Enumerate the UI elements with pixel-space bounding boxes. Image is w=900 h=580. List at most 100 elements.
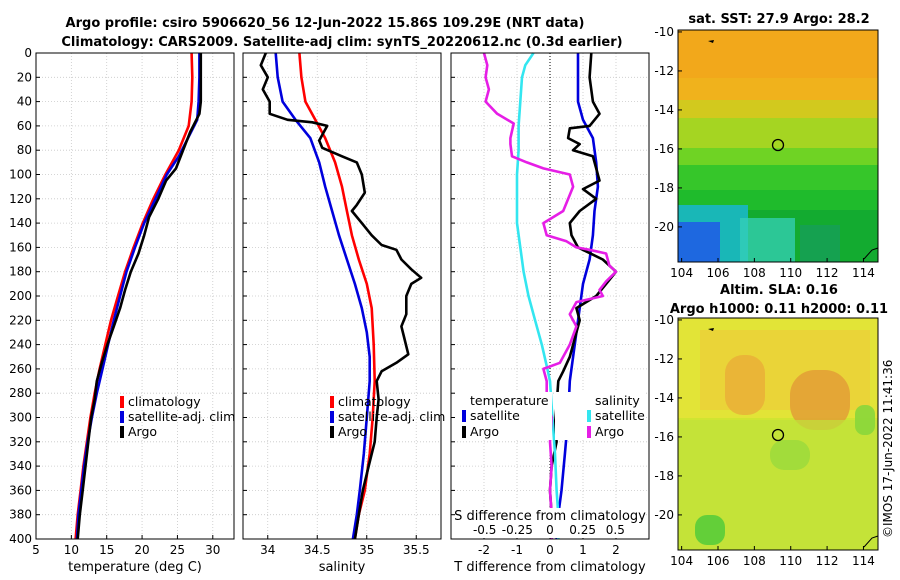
salinity-xlabel: salinity <box>319 560 366 575</box>
legend-satellite: satellite-adj. clim <box>128 409 235 424</box>
figure-title-line1: Argo profile: csiro 5906620_56 12-Jun-20… <box>66 16 585 31</box>
map-x-tick-label: 112 <box>816 554 839 568</box>
legend-satellite: satellite-adj. clim <box>338 409 445 424</box>
legend-background <box>456 392 552 440</box>
y-tick-label: 140 <box>9 216 32 230</box>
y-tick-label: 60 <box>17 119 32 133</box>
map-x-tick-label: 114 <box>852 266 875 280</box>
temperature-panel: 5 10 15 20 25 3002040608010012014016018020022… <box>9 46 235 575</box>
map-y-tick-label: -10 <box>654 313 674 327</box>
x-tick-label: 35 <box>359 543 374 557</box>
map-y-tick-label: -16 <box>654 430 674 444</box>
series-line-satellite-adj-clim <box>274 52 372 540</box>
y-tick-label: 240 <box>9 338 32 352</box>
legend-argo-swatch <box>330 426 334 438</box>
y-tick-label: 320 <box>9 435 32 449</box>
legend-s-argo-swatch <box>587 426 591 438</box>
x-tick-label: 5 <box>32 543 40 557</box>
x-tick-label: 10 <box>64 543 79 557</box>
map-x-tick-label: 106 <box>707 266 730 280</box>
x-tick-label: 34 <box>260 543 275 557</box>
map-x-tick-label: 104 <box>670 266 693 280</box>
y-tick-label: 380 <box>9 508 32 522</box>
sst-map: sat. SST: 27.9 Argo: 28.2 104 106 108 110 11… <box>654 12 879 280</box>
x-tick-label: 34.5 <box>304 543 331 557</box>
s-diff-tick-label: -0.5 <box>473 523 496 537</box>
map-x-tick-label: 110 <box>779 266 802 280</box>
map-y-tick-label: -18 <box>654 181 674 195</box>
x-tick-label: -1 <box>511 543 523 557</box>
sla-map-title-2: Argo h1000: 0.11 h2000: 0.11 <box>670 302 888 317</box>
legend-t-argo-swatch <box>462 426 466 438</box>
legend-satellite-swatch <box>330 411 334 423</box>
sla-map-title-1: Altim. SLA: 0.16 <box>720 283 838 298</box>
y-tick-label: 280 <box>9 386 32 400</box>
s-diff-tick-label: -0.25 <box>502 523 533 537</box>
legend-s-satellite-swatch <box>587 410 591 422</box>
y-tick-label: 0 <box>24 46 32 60</box>
argo-position-marker <box>771 428 785 442</box>
series-line-argo <box>76 53 203 540</box>
y-tick-label: 200 <box>9 289 32 303</box>
y-tick-label: 120 <box>9 192 32 206</box>
s-diff-tick-label: 0 <box>546 523 554 537</box>
y-tick-label: 40 <box>17 95 32 109</box>
imos-timestamp: ©IMOS 17-Jun-2022 11:41:36 <box>881 360 895 538</box>
legend-climatology-swatch <box>120 396 124 408</box>
figure-title-line2: Climatology: CARS2009. Satellite-adj cli… <box>61 35 622 50</box>
island-marker <box>708 328 714 331</box>
map-y-tick-label: -14 <box>654 103 674 117</box>
legend-argo-swatch <box>120 426 124 438</box>
map-y-tick-label: -10 <box>654 25 674 39</box>
y-tick-label: 300 <box>9 411 32 425</box>
map-x-tick-label: 108 <box>743 266 766 280</box>
map-x-tick-label: 106 <box>707 554 730 568</box>
x-tick-label: 1 <box>579 543 587 557</box>
y-tick-label: 220 <box>9 313 32 327</box>
series-line-temperature-satellite <box>555 53 600 540</box>
legend-salinity-title: salinity <box>595 393 640 408</box>
x-tick-label: 2 <box>612 543 620 557</box>
x-tick-label: 35.5 <box>403 543 430 557</box>
y-tick-label: 20 <box>17 70 32 84</box>
map-x-tick-label: 112 <box>816 266 839 280</box>
map-y-tick-label: -18 <box>654 469 674 483</box>
argo-position-marker <box>771 138 785 152</box>
series-line-salinity-argo <box>482 52 618 539</box>
map-y-tick-label: -20 <box>654 220 674 234</box>
x-tick-label: -2 <box>478 543 490 557</box>
map-x-tick-label: 104 <box>670 554 693 568</box>
sst-map-title: sat. SST: 27.9 Argo: 28.2 <box>688 12 869 27</box>
sla-map: Altim. SLA: 0.16 Argo h1000: 0.11 h2000:… <box>654 283 888 568</box>
y-tick-label: 340 <box>9 459 32 473</box>
y-tick-label: 360 <box>9 483 32 497</box>
temperature-xlabel: temperature (deg C) <box>68 560 202 575</box>
map-x-tick-label: 110 <box>779 554 802 568</box>
s-diff-tick-label: 0.5 <box>606 523 625 537</box>
s-diff-tick-label: 0.25 <box>569 523 596 537</box>
legend-argo: Argo <box>338 424 367 439</box>
t-difference-xlabel: T difference from climatology <box>453 560 646 575</box>
s-diff-axis-background <box>455 508 645 538</box>
legend-argo: Argo <box>128 424 157 439</box>
y-tick-label: 260 <box>9 362 32 376</box>
salinity-legend: climatology satellite-adj. clim Argo <box>330 394 445 439</box>
x-tick-label: 30 <box>205 543 220 557</box>
legend-background <box>555 392 645 440</box>
legend-t-argo: Argo <box>470 424 499 439</box>
y-tick-label: 100 <box>9 168 32 182</box>
series-line-argo <box>259 52 423 540</box>
y-tick-label: 180 <box>9 265 32 279</box>
series-line-salinity-satellite <box>515 52 560 539</box>
legend-satellite-swatch <box>120 411 124 423</box>
map-y-tick-label: -12 <box>654 64 674 78</box>
series-line-climatology <box>298 52 377 540</box>
coastline <box>863 535 879 548</box>
legend-t-satellite: satellite <box>470 408 520 423</box>
difference-legend: temperature satellite Argo salinity sate… <box>456 392 645 440</box>
legend-t-satellite-swatch <box>462 410 466 422</box>
difference-panel: -2 -1 0 1 2 S difference from climatology -0… <box>450 52 650 575</box>
y-tick-label: 400 <box>9 532 32 546</box>
legend-climatology: climatology <box>128 394 201 409</box>
